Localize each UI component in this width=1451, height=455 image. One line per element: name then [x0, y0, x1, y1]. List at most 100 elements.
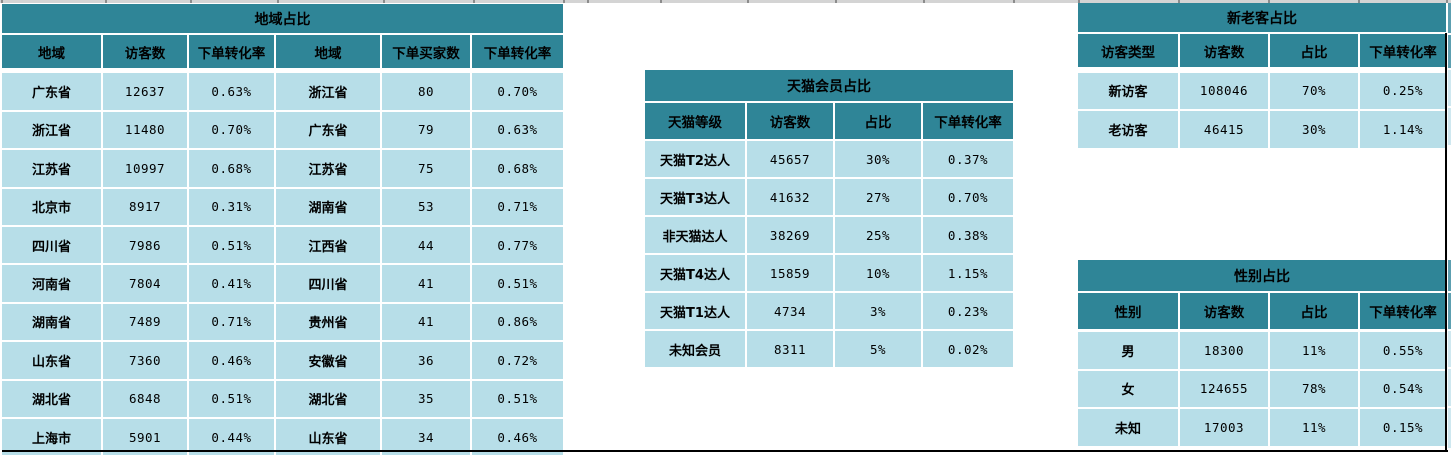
data-cell[interactable]: 0.51% — [472, 265, 563, 302]
data-cell[interactable]: 0.70% — [923, 179, 1013, 215]
data-cell[interactable]: 0.63% — [472, 111, 563, 149]
data-cell[interactable]: 75 — [382, 150, 470, 187]
data-cell[interactable]: 0.46% — [472, 418, 563, 455]
data-cell[interactable]: 0.68% — [189, 150, 274, 187]
data-cell[interactable]: 0.77% — [472, 226, 563, 264]
label-cell[interactable]: 湖南省 — [276, 188, 380, 225]
data-cell[interactable]: 10997 — [103, 150, 187, 187]
label-cell[interactable]: 男 — [1078, 331, 1178, 369]
data-cell[interactable]: 0.25% — [1360, 72, 1446, 109]
label-cell[interactable]: 新访客 — [1078, 72, 1178, 109]
data-cell[interactable]: 30% — [1270, 111, 1358, 148]
data-cell[interactable]: 0.70% — [472, 73, 563, 110]
label-cell[interactable]: 河南省 — [2, 265, 101, 302]
label-cell[interactable]: 女 — [1078, 370, 1178, 408]
data-cell[interactable]: 0.23% — [923, 293, 1013, 329]
data-cell[interactable]: 10% — [835, 255, 921, 291]
data-cell[interactable]: 44 — [382, 226, 470, 264]
label-cell[interactable]: 山东省 — [2, 342, 101, 379]
data-cell[interactable]: 0.55% — [1360, 331, 1446, 369]
data-cell[interactable]: 0.51% — [189, 380, 274, 417]
header-cell[interactable]: 地域 — [2, 35, 101, 68]
header-cell[interactable]: 下单转化率 — [1360, 34, 1446, 67]
data-cell[interactable]: 1.15% — [923, 255, 1013, 291]
data-cell[interactable]: 0.37% — [923, 141, 1013, 177]
data-cell[interactable]: 11% — [1270, 409, 1358, 447]
data-cell[interactable]: 0.71% — [189, 303, 274, 341]
region-share-table-title[interactable]: 地域占比 — [2, 4, 563, 33]
data-cell[interactable]: 0.02% — [923, 331, 1013, 367]
data-cell[interactable]: 0.41% — [189, 265, 274, 302]
data-cell[interactable]: 46415 — [1180, 111, 1268, 148]
header-cell[interactable]: 下单转化率 — [189, 35, 274, 68]
label-cell[interactable]: 湖南省 — [2, 303, 101, 341]
header-cell[interactable]: 天猫等级 — [645, 103, 745, 139]
label-cell[interactable]: 非天猫达人 — [645, 217, 745, 253]
data-cell[interactable]: 0.46% — [189, 342, 274, 379]
label-cell[interactable]: 天猫T1达人 — [645, 293, 745, 329]
label-cell[interactable]: 江苏省 — [2, 150, 101, 187]
data-cell[interactable]: 41 — [382, 303, 470, 341]
header-cell[interactable]: 下单买家数 — [382, 35, 470, 68]
data-cell[interactable]: 53 — [382, 188, 470, 225]
label-cell[interactable]: 北京市 — [2, 188, 101, 225]
label-cell[interactable]: 贵州省 — [276, 303, 380, 341]
data-cell[interactable]: 0.71% — [472, 188, 563, 225]
data-cell[interactable]: 0.68% — [472, 150, 563, 187]
data-cell[interactable]: 11480 — [103, 111, 187, 149]
data-cell[interactable]: 0.72% — [472, 342, 563, 379]
header-cell[interactable]: 占比 — [1270, 34, 1358, 67]
header-cell[interactable]: 访客数 — [747, 103, 833, 139]
data-cell[interactable]: 6848 — [103, 380, 187, 417]
data-cell[interactable]: 70% — [1270, 72, 1358, 109]
header-cell[interactable]: 访客类型 — [1078, 34, 1178, 67]
header-cell[interactable]: 占比 — [1270, 293, 1358, 329]
data-cell[interactable]: 78% — [1270, 370, 1358, 408]
data-cell[interactable]: 0.70% — [189, 111, 274, 149]
header-cell[interactable]: 访客数 — [103, 35, 187, 68]
label-cell[interactable]: 天猫T4达人 — [645, 255, 745, 291]
data-cell[interactable]: 3% — [835, 293, 921, 329]
label-cell[interactable]: 安徽省 — [276, 342, 380, 379]
label-cell[interactable]: 浙江省 — [276, 73, 380, 110]
data-cell[interactable]: 0.31% — [189, 188, 274, 225]
header-cell[interactable]: 性别 — [1078, 293, 1178, 329]
label-cell[interactable]: 湖北省 — [2, 380, 101, 417]
data-cell[interactable]: 8311 — [747, 331, 833, 367]
data-cell[interactable]: 41632 — [747, 179, 833, 215]
data-cell[interactable]: 17003 — [1180, 409, 1268, 447]
data-cell[interactable]: 0.51% — [472, 380, 563, 417]
label-cell[interactable]: 江苏省 — [276, 150, 380, 187]
data-cell[interactable]: 36 — [382, 342, 470, 379]
label-cell[interactable]: 老访客 — [1078, 111, 1178, 148]
data-cell[interactable]: 0.44% — [189, 418, 274, 455]
data-cell[interactable]: 34 — [382, 418, 470, 455]
data-cell[interactable]: 15859 — [747, 255, 833, 291]
data-cell[interactable]: 27% — [835, 179, 921, 215]
header-cell[interactable]: 访客数 — [1180, 293, 1268, 329]
data-cell[interactable]: 45657 — [747, 141, 833, 177]
data-cell[interactable]: 0.15% — [1360, 409, 1446, 447]
label-cell[interactable]: 天猫T2达人 — [645, 141, 745, 177]
data-cell[interactable]: 0.63% — [189, 73, 274, 110]
gender-share-table-title[interactable]: 性别占比 — [1078, 260, 1446, 291]
header-cell[interactable]: 下单转化率 — [1360, 293, 1446, 329]
data-cell[interactable]: 0.86% — [472, 303, 563, 341]
data-cell[interactable]: 35 — [382, 380, 470, 417]
data-cell[interactable]: 79 — [382, 111, 470, 149]
data-cell[interactable]: 18300 — [1180, 331, 1268, 369]
label-cell[interactable]: 江西省 — [276, 226, 380, 264]
data-cell[interactable]: 5% — [835, 331, 921, 367]
data-cell[interactable]: 0.38% — [923, 217, 1013, 253]
label-cell[interactable]: 广东省 — [276, 111, 380, 149]
data-cell[interactable]: 8917 — [103, 188, 187, 225]
data-cell[interactable]: 25% — [835, 217, 921, 253]
data-cell[interactable]: 80 — [382, 73, 470, 110]
label-cell[interactable]: 四川省 — [2, 226, 101, 264]
data-cell[interactable]: 108046 — [1180, 72, 1268, 109]
visitor-type-share-table-title[interactable]: 新老客占比 — [1078, 3, 1446, 32]
data-cell[interactable]: 1.14% — [1360, 111, 1446, 148]
header-cell[interactable]: 占比 — [835, 103, 921, 139]
label-cell[interactable]: 山东省 — [276, 418, 380, 455]
data-cell[interactable]: 4734 — [747, 293, 833, 329]
